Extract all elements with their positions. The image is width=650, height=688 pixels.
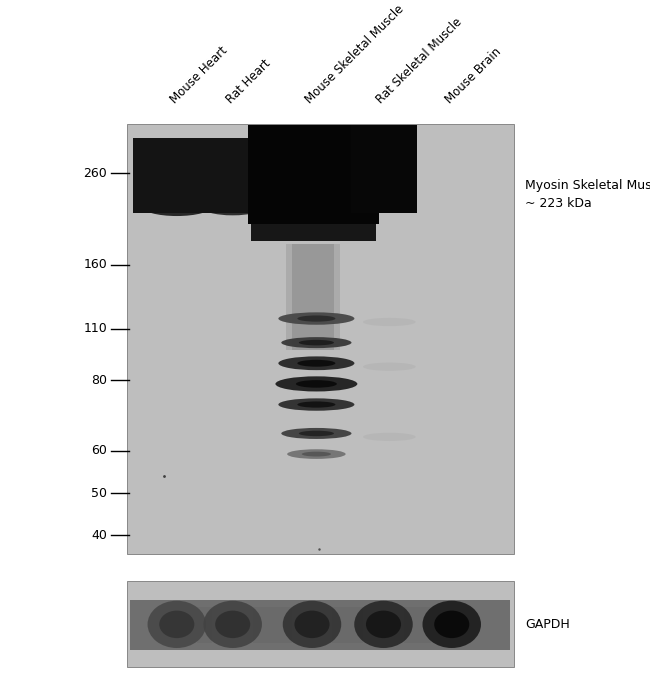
Ellipse shape [281,337,352,348]
Ellipse shape [211,201,255,212]
Bar [127,581,514,667]
Text: 80: 80 [91,374,107,387]
Ellipse shape [366,611,401,638]
Bar [130,600,510,650]
Ellipse shape [296,380,337,388]
Ellipse shape [215,611,250,638]
Bar [253,608,292,643]
Ellipse shape [287,449,346,459]
Text: Mouse Skeletal Muscle: Mouse Skeletal Muscle [303,2,406,106]
Bar [198,608,212,643]
Ellipse shape [298,401,335,407]
Ellipse shape [200,197,265,215]
Ellipse shape [276,376,358,391]
Text: Rat Heart: Rat Heart [224,56,273,106]
Ellipse shape [357,486,410,493]
Ellipse shape [142,197,212,216]
Text: Mouse Brain: Mouse Brain [443,45,504,106]
Bar [351,125,376,193]
Bar [250,213,376,241]
Text: 60: 60 [92,444,107,457]
Text: 40: 40 [92,529,107,541]
Ellipse shape [354,601,413,648]
Ellipse shape [363,433,416,441]
Ellipse shape [283,601,341,648]
Ellipse shape [298,315,335,322]
Text: GAPDH: GAPDH [525,618,570,630]
Bar [351,125,417,213]
Ellipse shape [434,611,469,638]
Bar [248,125,380,224]
Ellipse shape [285,486,338,493]
Ellipse shape [207,486,259,493]
Bar [332,608,363,643]
Ellipse shape [153,201,200,212]
Ellipse shape [422,601,481,648]
Ellipse shape [294,611,330,638]
Bar [127,124,514,554]
Ellipse shape [363,318,416,326]
Text: Rat Skeletal Muscle: Rat Skeletal Muscle [374,15,465,106]
Ellipse shape [299,340,334,345]
Bar [286,244,340,350]
Ellipse shape [159,611,194,638]
Bar [292,244,334,350]
Ellipse shape [151,486,203,493]
Ellipse shape [302,452,331,457]
Text: Myosin Skeletal Muscle
~ 223 kDa: Myosin Skeletal Muscle ~ 223 kDa [525,179,650,210]
Ellipse shape [363,363,416,371]
Text: 50: 50 [91,487,107,499]
Ellipse shape [298,360,335,367]
Text: 110: 110 [83,323,107,335]
Ellipse shape [203,601,262,648]
Ellipse shape [278,312,354,325]
Ellipse shape [299,431,334,436]
Text: 160: 160 [83,259,107,271]
Text: Mouse Heart: Mouse Heart [168,44,229,106]
Bar [133,138,265,213]
Ellipse shape [281,428,352,439]
Ellipse shape [278,356,354,370]
Text: 260: 260 [83,167,107,180]
Ellipse shape [278,398,354,411]
Ellipse shape [148,601,206,648]
Bar [404,608,432,643]
